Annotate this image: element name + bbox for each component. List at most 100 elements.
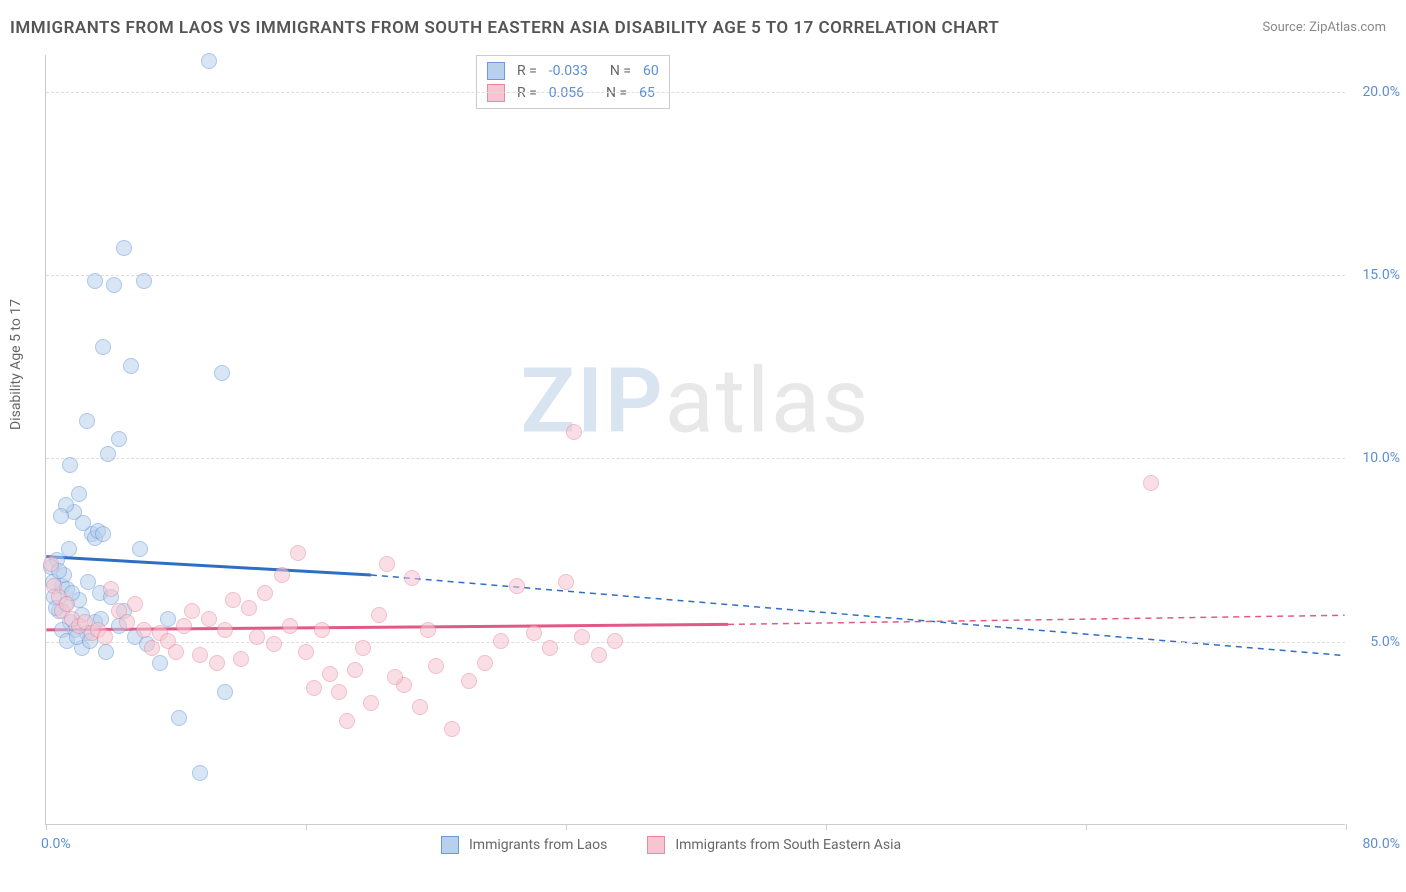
data-point — [574, 629, 590, 645]
data-point — [607, 633, 623, 649]
data-point — [428, 658, 444, 674]
data-point — [176, 618, 192, 634]
data-point — [339, 713, 355, 729]
legend-swatch-icon — [487, 62, 505, 80]
y-tick-label: 15.0% — [1362, 267, 1400, 283]
data-point — [98, 644, 114, 660]
source-label: Source: ZipAtlas.com — [1262, 20, 1386, 35]
data-point — [363, 695, 379, 711]
data-point — [387, 669, 403, 685]
data-point — [214, 365, 230, 381]
data-point — [477, 655, 493, 671]
data-point — [257, 585, 273, 601]
x-tick-mark — [1346, 824, 1347, 830]
legend-label-sea: Immigrants from South Eastern Asia — [675, 837, 901, 853]
data-point — [184, 603, 200, 619]
data-point — [97, 629, 113, 645]
y-tick-label: 10.0% — [1362, 450, 1400, 466]
data-point — [404, 570, 420, 586]
legend-r-value: 0.056 — [549, 85, 584, 101]
data-point — [100, 446, 116, 462]
data-point — [144, 640, 160, 656]
data-point — [209, 655, 225, 671]
data-point — [192, 647, 208, 663]
data-point — [306, 680, 322, 696]
legend-stat-row: R = -0.033 N = 60 — [487, 60, 659, 82]
data-point — [79, 413, 95, 429]
data-point — [526, 625, 542, 641]
data-point — [591, 647, 607, 663]
x-tick-mark — [566, 824, 567, 830]
data-point — [123, 358, 139, 374]
legend-swatch-sea — [647, 836, 665, 854]
data-point — [217, 684, 233, 700]
legend-r-value: -0.033 — [549, 63, 588, 79]
x-tick-mark — [1086, 824, 1087, 830]
data-point — [461, 673, 477, 689]
legend-series: Immigrants from Laos Immigrants from Sou… — [441, 836, 901, 854]
data-point — [274, 567, 290, 583]
legend-n-value: 60 — [643, 63, 659, 79]
x-axis-max-label: 80.0% — [1362, 836, 1400, 852]
data-point — [136, 273, 152, 289]
data-point — [111, 431, 127, 447]
data-point — [290, 545, 306, 561]
chart-title: IMMIGRANTS FROM LAOS VS IMMIGRANTS FROM … — [10, 18, 999, 38]
data-point — [241, 600, 257, 616]
data-point — [566, 424, 582, 440]
data-point — [95, 526, 111, 542]
gridline — [46, 458, 1345, 459]
data-point — [355, 640, 371, 656]
data-point — [266, 636, 282, 652]
data-point — [558, 574, 574, 590]
legend-label-laos: Immigrants from Laos — [469, 837, 607, 853]
data-point — [444, 721, 460, 737]
data-point — [106, 277, 122, 293]
data-point — [119, 614, 135, 630]
data-point — [152, 655, 168, 671]
trend-lines — [46, 55, 1345, 824]
data-point — [420, 622, 436, 638]
data-point — [225, 592, 241, 608]
data-point — [53, 508, 69, 524]
x-tick-mark — [306, 824, 307, 830]
data-point — [127, 596, 143, 612]
data-point — [103, 581, 119, 597]
legend-swatch-laos — [441, 836, 459, 854]
data-point — [233, 651, 249, 667]
legend-n-label: N = — [610, 63, 631, 79]
data-point — [160, 611, 176, 627]
legend-r-label: R = — [517, 63, 537, 79]
x-tick-mark — [826, 824, 827, 830]
data-point — [192, 765, 208, 781]
data-point — [43, 556, 59, 572]
data-point — [249, 629, 265, 645]
data-point — [347, 662, 363, 678]
legend-n-label: N = — [606, 85, 627, 101]
data-point — [132, 541, 148, 557]
data-point — [59, 596, 75, 612]
chart-plot-area: ZIPatlas R =-0.033N =60R =0.056N =65 0.0… — [45, 55, 1345, 825]
y-tick-label: 20.0% — [1362, 84, 1400, 100]
data-point — [1143, 475, 1159, 491]
data-point — [61, 541, 77, 557]
data-point — [282, 618, 298, 634]
data-point — [71, 486, 87, 502]
legend-swatch-icon — [487, 84, 505, 102]
x-axis-min-label: 0.0% — [41, 836, 71, 852]
data-point — [116, 240, 132, 256]
data-point — [201, 611, 217, 627]
gridline — [46, 275, 1345, 276]
data-point — [87, 273, 103, 289]
data-point — [379, 556, 395, 572]
data-point — [322, 666, 338, 682]
y-tick-label: 5.0% — [1370, 634, 1400, 650]
data-point — [62, 457, 78, 473]
legend-stat-row: R =0.056N =65 — [487, 82, 659, 104]
data-point — [493, 633, 509, 649]
data-point — [314, 622, 330, 638]
data-point — [298, 644, 314, 660]
data-point — [168, 644, 184, 660]
x-tick-mark — [46, 824, 47, 830]
data-point — [542, 640, 558, 656]
